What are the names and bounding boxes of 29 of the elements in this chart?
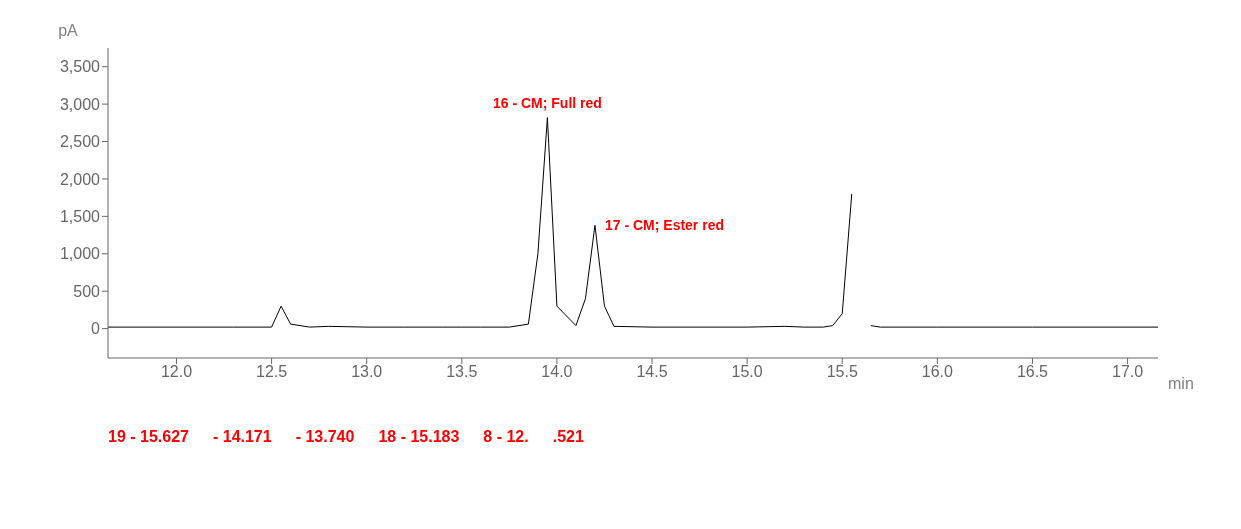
x-tick-label: 15.0 bbox=[731, 363, 763, 381]
x-tick-label: 14.0 bbox=[541, 363, 573, 381]
y-axis-title: pA bbox=[58, 22, 79, 39]
annotation: 16 - CM; Full red bbox=[492, 94, 602, 111]
x-tick-label: 16.0 bbox=[921, 363, 954, 381]
x-tick-label: 13.0 bbox=[351, 363, 383, 381]
y-tick-label: 1,000 bbox=[59, 245, 101, 263]
text: 19 - 15.627 bbox=[108, 428, 189, 446]
y-tick-label: 500 bbox=[73, 282, 101, 300]
y-tick-label: 1,500 bbox=[59, 208, 101, 226]
y-tick-label: 3,000 bbox=[59, 95, 101, 113]
y-tick-label: 3,500 bbox=[59, 58, 101, 76]
text: 8 - 12. bbox=[483, 428, 529, 446]
y-tick-label: 2,000 bbox=[59, 170, 101, 188]
y-tick-label: 2,500 bbox=[59, 133, 101, 151]
x-tick-label: 13.5 bbox=[446, 363, 478, 381]
x-axis-title: min bbox=[1168, 374, 1194, 392]
x-tick-label: 12.0 bbox=[160, 363, 193, 381]
text: .521 bbox=[552, 428, 584, 446]
x-tick-label: 17.0 bbox=[1111, 363, 1144, 381]
text: - 13.740 bbox=[295, 428, 355, 446]
x-tick-label: 16.5 bbox=[1016, 363, 1049, 381]
x-tick-label: 14.5 bbox=[636, 363, 668, 381]
annotation: 17 - CM; Ester red bbox=[604, 217, 724, 234]
text: 18 - 15.183 bbox=[378, 428, 460, 446]
text: - 14.171 bbox=[212, 428, 272, 446]
y-tick-label: 0 bbox=[91, 320, 101, 338]
x-tick-label: 15.5 bbox=[826, 363, 858, 381]
x-tick-label: 12.5 bbox=[256, 363, 288, 381]
